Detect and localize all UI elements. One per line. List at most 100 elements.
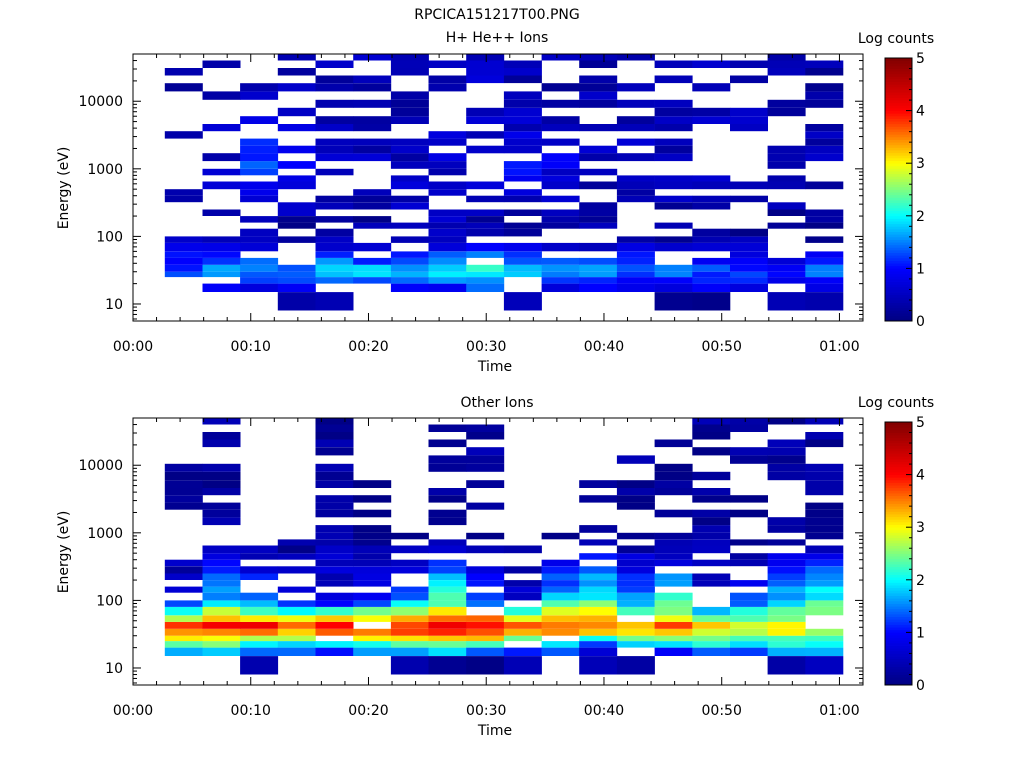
heatmap-cell bbox=[277, 545, 316, 554]
x-tick-label: 00:10 bbox=[231, 703, 271, 719]
heatmap-cell bbox=[202, 647, 241, 656]
heatmap-cell bbox=[466, 216, 505, 223]
colorbar-gradient-step bbox=[885, 105, 912, 109]
heatmap-cell bbox=[353, 277, 392, 284]
heatmap-cell bbox=[503, 566, 542, 574]
colorbar-gradient-step bbox=[885, 79, 912, 83]
heatmap-cell bbox=[277, 68, 316, 76]
heatmap-cell bbox=[579, 216, 618, 223]
heatmap-cell bbox=[805, 251, 844, 258]
heatmap-cell bbox=[767, 635, 806, 642]
heatmap-cell bbox=[654, 573, 693, 580]
heatmap-cell bbox=[541, 222, 580, 229]
x-tick-label: 00:50 bbox=[702, 703, 742, 719]
colorbar-gradient-step bbox=[885, 255, 912, 259]
colorbar-gradient-step bbox=[885, 661, 912, 665]
colorbar-tick-label: 3 bbox=[916, 520, 925, 536]
heatmap-cell bbox=[353, 242, 392, 252]
heatmap-cell bbox=[579, 635, 618, 642]
heatmap-cell bbox=[541, 592, 580, 601]
colorbar-gradient-step bbox=[885, 461, 912, 465]
heatmap-cell bbox=[277, 615, 316, 622]
heatmap-cell bbox=[692, 277, 731, 284]
heatmap-cell bbox=[616, 573, 655, 580]
colorbar-gradient-step bbox=[885, 611, 912, 615]
colorbar-gradient-step bbox=[885, 284, 912, 288]
heatmap-cell bbox=[767, 615, 806, 622]
colorbar-gradient-step bbox=[885, 464, 912, 468]
heatmap-cell bbox=[541, 216, 580, 223]
heatmap-cell bbox=[692, 175, 731, 182]
heatmap-cell bbox=[616, 271, 655, 278]
panel-2-title: Other Ions bbox=[460, 395, 533, 411]
heatmap-cell bbox=[767, 175, 806, 182]
colorbar-gradient-step bbox=[885, 445, 912, 449]
heatmap-cell bbox=[654, 439, 693, 448]
colorbar-gradient-step bbox=[885, 624, 912, 628]
heatmap-cell bbox=[315, 545, 354, 554]
heatmap-cell bbox=[315, 532, 354, 540]
heatmap-cell bbox=[315, 600, 354, 607]
heatmap-cell bbox=[390, 145, 429, 154]
heatmap-cell bbox=[579, 83, 618, 92]
colorbar-gradient-step bbox=[885, 318, 912, 322]
heatmap-cell bbox=[466, 209, 505, 216]
heatmap-cell bbox=[390, 68, 429, 76]
colorbar-gradient-step bbox=[885, 608, 912, 612]
heatmap-cell bbox=[767, 277, 806, 284]
heatmap-cell bbox=[315, 418, 354, 425]
heatmap-cell bbox=[202, 566, 241, 574]
heatmap-cell bbox=[428, 635, 467, 642]
heatmap-cell bbox=[541, 621, 580, 629]
colorbar-gradient-step bbox=[885, 210, 912, 214]
heatmap-cell bbox=[240, 83, 279, 92]
heatmap-cell bbox=[466, 181, 505, 190]
heatmap-cell bbox=[315, 573, 354, 580]
heatmap-cell bbox=[466, 283, 505, 292]
heatmap-cell bbox=[541, 277, 580, 284]
heatmap-cell bbox=[654, 222, 693, 229]
colorbar-gradient-step bbox=[885, 273, 912, 277]
heatmap-cell bbox=[353, 559, 392, 567]
heatmap-cell bbox=[541, 566, 580, 574]
heatmap-cell bbox=[579, 277, 618, 284]
heatmap-cell bbox=[353, 271, 392, 278]
heatmap-cell bbox=[315, 216, 354, 223]
heatmap-cell bbox=[202, 502, 241, 510]
heatmap-cell bbox=[541, 600, 580, 607]
heatmap-cell bbox=[692, 635, 731, 642]
heatmap-cell bbox=[315, 99, 354, 108]
heatmap-cell bbox=[579, 539, 618, 546]
heatmap-cell bbox=[353, 153, 392, 162]
colorbar-gradient-step bbox=[885, 65, 912, 69]
heatmap-cell bbox=[503, 586, 542, 593]
heatmap-cell bbox=[805, 91, 844, 100]
heatmap-cell bbox=[503, 138, 542, 146]
panel-1-colorbar: 0 1 2 3 4 5 bbox=[884, 51, 925, 330]
heatmap-cell bbox=[466, 107, 505, 117]
heatmap-cell bbox=[240, 195, 279, 203]
heatmap-cell bbox=[164, 131, 203, 139]
colorbar-gradient-step bbox=[885, 86, 912, 90]
heatmap-cell bbox=[654, 532, 693, 540]
colorbar-gradient-step bbox=[885, 139, 912, 143]
colorbar-gradient-step bbox=[885, 666, 912, 670]
heatmap-cell bbox=[277, 647, 316, 656]
panel-1-title: H+ He++ Ions bbox=[446, 30, 549, 46]
heatmap-cell bbox=[616, 559, 655, 567]
heatmap-cell bbox=[654, 181, 693, 190]
colorbar-gradient-step bbox=[885, 495, 912, 499]
colorbar-gradient-step bbox=[885, 244, 912, 248]
heatmap-cell bbox=[390, 107, 429, 117]
heatmap-cell bbox=[202, 641, 241, 648]
heatmap-cell bbox=[541, 209, 580, 216]
heatmap-cell bbox=[202, 559, 241, 567]
heatmap-cell bbox=[428, 189, 467, 196]
heatmap-cell bbox=[315, 471, 354, 481]
heatmap-cell bbox=[390, 656, 429, 675]
heatmap-cell bbox=[692, 116, 731, 124]
heatmap-cell bbox=[428, 271, 467, 278]
colorbar-gradient-step bbox=[885, 310, 912, 314]
heatmap-cell bbox=[466, 635, 505, 642]
heatmap-cell bbox=[654, 153, 693, 162]
